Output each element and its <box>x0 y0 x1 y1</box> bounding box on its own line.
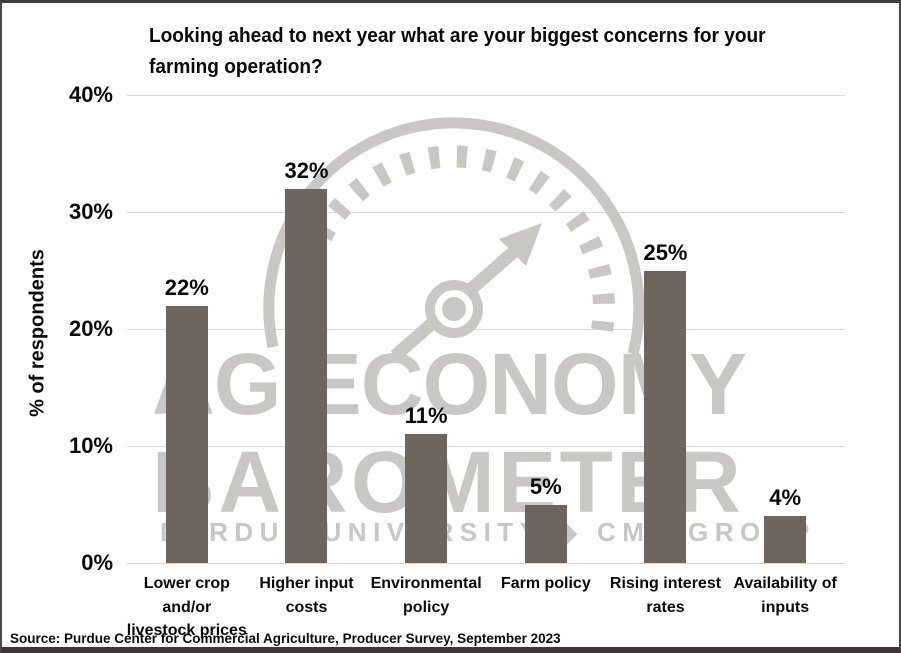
chart-title: Looking ahead to next year what are your… <box>149 24 766 78</box>
source-note: Source: Purdue Center for Commercial Agr… <box>10 631 561 646</box>
bar-value-label: 4% <box>769 485 802 511</box>
category-label: Availability of inputs <box>719 572 851 619</box>
category-label-line: inputs <box>761 598 810 616</box>
bar <box>524 504 567 563</box>
category-label-line: policy <box>403 598 450 616</box>
y-tick-label: 0% <box>81 550 113 575</box>
bar-value-label: 25% <box>643 239 688 265</box>
bars-layer: 22% Lower crop and/or livestock prices 32% Hi… <box>127 95 845 639</box>
category-label: Farm policy <box>480 572 612 596</box>
gridline <box>127 445 845 447</box>
bar-value-label: 11% <box>404 403 448 429</box>
category-label-line: Availability of <box>733 575 837 592</box>
category-label-line: costs <box>285 598 328 616</box>
category-label-line: livestock prices <box>126 622 247 639</box>
bar-slot: 32% Higher input costs <box>247 95 367 616</box>
category-label-line: Farm policy <box>500 575 591 592</box>
category-label: Environmental policy <box>360 572 492 619</box>
bar <box>644 270 687 563</box>
category-label-line: Environmental <box>370 575 482 592</box>
y-tick-label: 30% <box>68 199 113 224</box>
bar <box>405 434 448 563</box>
category-label: Lower crop and/or livestock prices <box>121 572 253 643</box>
bar <box>764 516 807 563</box>
y-tick-label: 20% <box>68 316 113 341</box>
gridline <box>127 562 845 564</box>
bar-value-label: 22% <box>164 274 209 300</box>
category-label-line: Higher input <box>259 575 354 592</box>
gridline <box>127 94 845 96</box>
bar <box>165 305 208 563</box>
bar-slot: 25% Rising interest rates <box>606 95 726 616</box>
category-label: Higher input costs <box>241 572 373 619</box>
y-tick-label: 10% <box>68 433 113 458</box>
category-label: Rising interest rates <box>600 572 732 619</box>
plot-area: 40% 30% 20% 10% 0% <box>69 82 845 575</box>
bar-slot: 4% Availability of inputs <box>725 95 845 615</box>
category-label-line: Lower crop <box>143 575 230 592</box>
bar-value-label: 32% <box>284 157 329 183</box>
category-label-line: Rising interest <box>609 575 722 592</box>
category-label-line: and/or <box>162 598 212 616</box>
y-axis-title: % of respondents <box>26 249 49 417</box>
category-label-line: rates <box>646 598 685 616</box>
bar-slot: 22% Lower crop and/or livestock prices <box>127 95 247 639</box>
bar-value-label: 5% <box>529 473 562 499</box>
y-tick-label: 40% <box>68 82 113 107</box>
bar-slot: 11% Environmental policy <box>366 95 486 615</box>
bar <box>285 188 328 563</box>
bar-slot: 5% Farm policy <box>486 95 606 593</box>
